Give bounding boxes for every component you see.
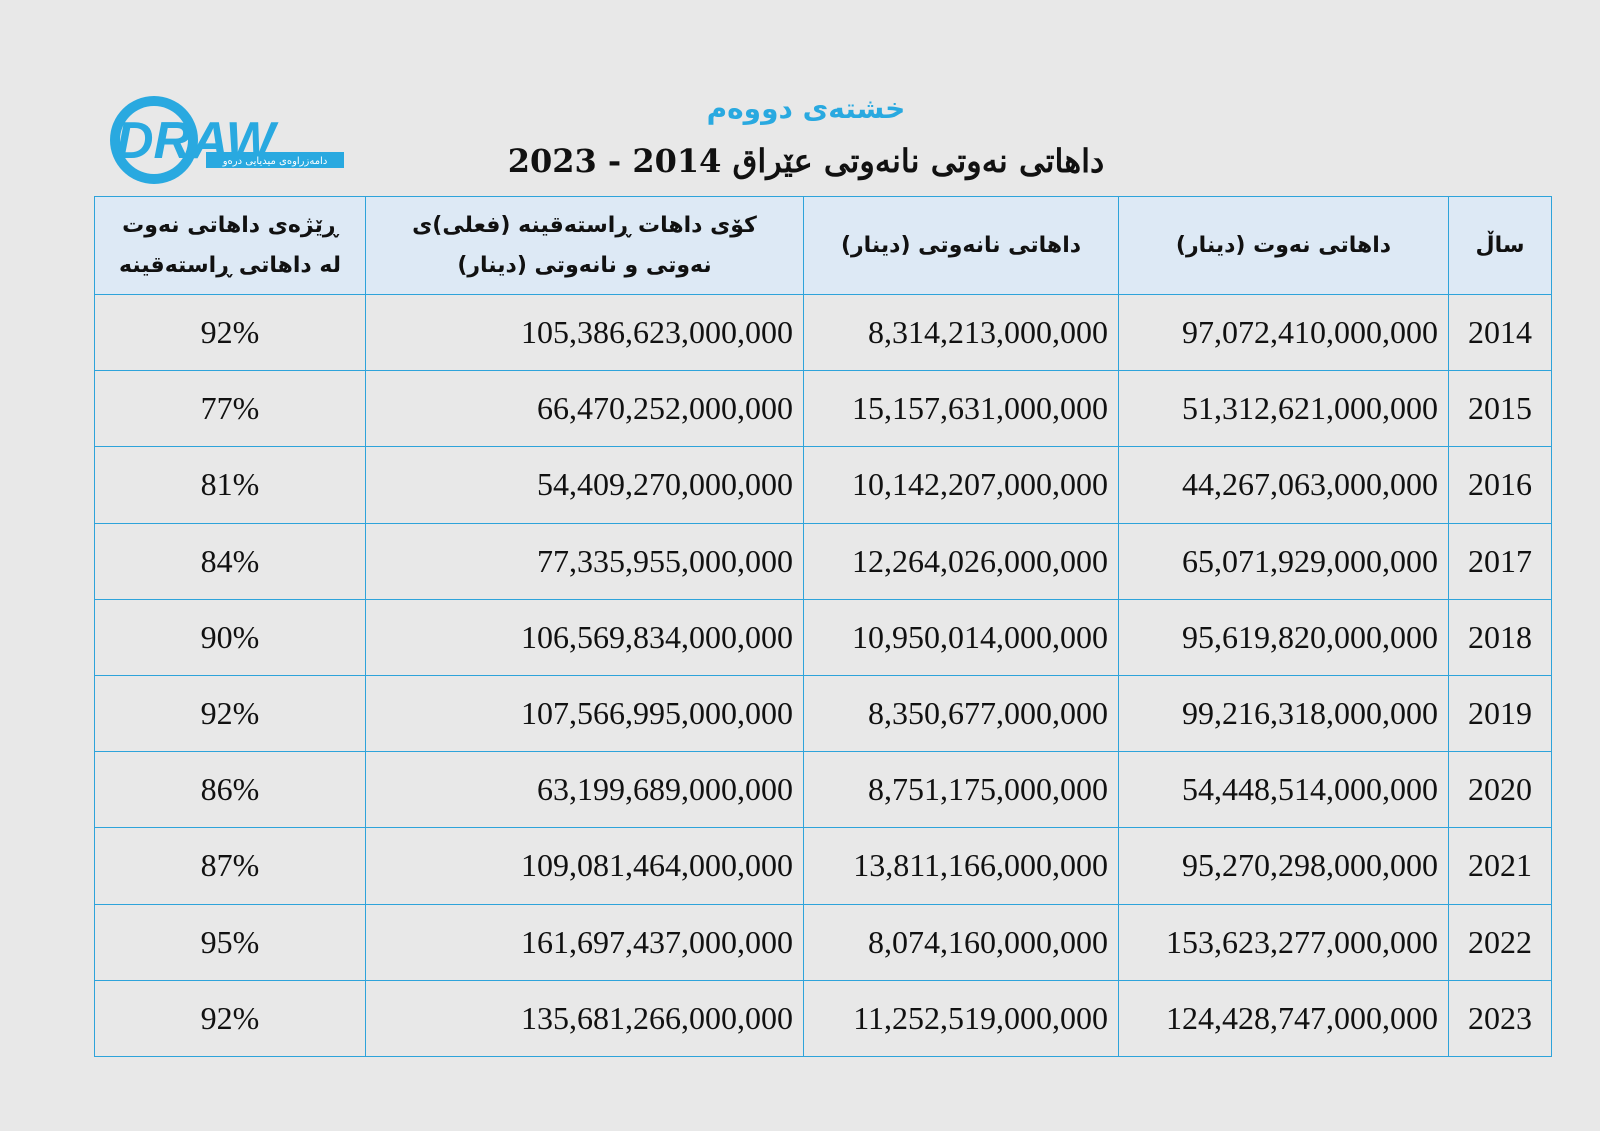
column-header: داهاتی نانەوتی (دینار) <box>803 196 1119 295</box>
table-cell: 124,428,747,000,000 <box>1118 979 1449 1057</box>
table-row: 2021 95,270,298,000,000 13,811,166,000,000… <box>94 827 1552 905</box>
table-cell: 109,081,464,000,000 <box>365 827 804 905</box>
header-line: کۆی داهات ڕاستەقینە (فعلی)ی <box>412 212 757 238</box>
table-cell: 153,623,277,000,000 <box>1118 903 1449 981</box>
title: داهاتی نەوتی نانەوتی عێراق 2014 - 2023 <box>507 142 1105 180</box>
table-cell: 63,199,689,000,000 <box>365 751 804 829</box>
table-cell: 10,950,014,000,000 <box>803 598 1119 676</box>
header-line: نەوتی و نانەوتی (دینار) <box>457 252 712 278</box>
table-cell: 12,264,026,000,000 <box>803 522 1119 600</box>
header-line: داهاتی نەوت (دینار) <box>1175 232 1392 258</box>
table-cell: 77,335,955,000,000 <box>365 522 804 600</box>
table-cell: 92% <box>94 979 366 1057</box>
table-cell: 86% <box>94 751 366 829</box>
table-cell: 99,216,318,000,000 <box>1118 674 1449 753</box>
table-cell: 2023 <box>1448 979 1552 1057</box>
table-cell: 135,681,266,000,000 <box>365 979 804 1057</box>
table-cell: 10,142,207,000,000 <box>803 446 1119 524</box>
column-header: کۆی داهات ڕاستەقینە (فعلی)ی نەوتی و نانەو… <box>365 196 804 295</box>
header-row: ساڵ داهاتی نەوت (دینار) داهاتی نانەوتی (دی… <box>94 196 1552 295</box>
table-cell: 95% <box>94 903 366 981</box>
table-row: 2014 97,072,410,000,000 8,314,213,000,000 1… <box>94 293 1552 372</box>
table-cell: 87% <box>94 827 366 905</box>
table-cell: 44,267,063,000,000 <box>1118 446 1449 524</box>
table-row: 2020 54,448,514,000,000 8,751,175,000,000 6… <box>94 751 1552 829</box>
table-cell: 2017 <box>1448 522 1552 600</box>
subtitle: خشتەی دووەم <box>706 92 906 125</box>
table-cell: 2016 <box>1448 446 1552 524</box>
table-cell: 2019 <box>1448 674 1552 753</box>
table-cell: 13,811,166,000,000 <box>803 827 1119 905</box>
table-cell: 81% <box>94 446 366 524</box>
table-row: 2022 153,623,277,000,000 8,074,160,000,000… <box>94 903 1552 981</box>
column-header: ڕێژەی داهاتی نەوت لە داهاتی ڕاستەقینە <box>94 196 366 295</box>
logo-ring <box>120 106 188 174</box>
logo: DRAW دامەزراوەی میدیایی درەو <box>110 96 344 184</box>
table-cell: 2018 <box>1448 598 1552 676</box>
logo-tagline: دامەزراوەی میدیایی درەو <box>222 156 328 167</box>
table-row: 2018 95,619,820,000,000 10,950,014,000,000… <box>94 598 1552 676</box>
table-cell: 65,071,929,000,000 <box>1118 522 1449 600</box>
table-cell: 2022 <box>1448 903 1552 981</box>
table-cell: 8,074,160,000,000 <box>803 903 1119 981</box>
table-cell: 54,448,514,000,000 <box>1118 751 1449 829</box>
table-cell: 105,386,623,000,000 <box>365 293 804 372</box>
column-header: داهاتی نەوت (دینار) <box>1118 196 1449 295</box>
table-cell: 66,470,252,000,000 <box>365 370 804 448</box>
table-cell: 90% <box>94 598 366 676</box>
table-cell: 106,569,834,000,000 <box>365 598 804 676</box>
table-cell: 15,157,631,000,000 <box>803 370 1119 448</box>
header-line: ڕێژەی داهاتی نەوت <box>122 212 338 238</box>
table-cell: 8,350,677,000,000 <box>803 674 1119 753</box>
table-cell: 51,312,621,000,000 <box>1118 370 1449 448</box>
table-body: 2014 97,072,410,000,000 8,314,213,000,000 1… <box>94 293 1552 1057</box>
logo-bar <box>206 152 344 168</box>
table-cell: 161,697,437,000,000 <box>365 903 804 981</box>
header-line: لە داهاتی ڕاستەقینە <box>119 252 341 278</box>
table-row: 2023 124,428,747,000,000 11,252,519,000,00… <box>94 979 1552 1057</box>
table-cell: 2014 <box>1448 293 1552 372</box>
table-cell: 8,314,213,000,000 <box>803 293 1119 372</box>
table-row: 2015 51,312,621,000,000 15,157,631,000,000… <box>94 370 1552 448</box>
table-cell: 2021 <box>1448 827 1552 905</box>
table-cell: 11,252,519,000,000 <box>803 979 1119 1057</box>
table-cell: 2015 <box>1448 370 1552 448</box>
table-cell: 97,072,410,000,000 <box>1118 293 1449 372</box>
column-header: ساڵ <box>1448 196 1552 295</box>
table-cell: 54,409,270,000,000 <box>365 446 804 524</box>
table-cell: 107,566,995,000,000 <box>365 674 804 753</box>
table-row: 2016 44,267,063,000,000 10,142,207,000,000… <box>94 446 1552 524</box>
header-line: ساڵ <box>1475 232 1525 258</box>
table-cell: 95,270,298,000,000 <box>1118 827 1449 905</box>
table-cell: 92% <box>94 674 366 753</box>
table-cell: 2020 <box>1448 751 1552 829</box>
table: ساڵ داهاتی نەوت (دینار) داهاتی نانەوتی (دی… <box>94 196 1552 1057</box>
table-cell: 84% <box>94 522 366 600</box>
header-line: داهاتی نانەوتی (دینار) <box>840 232 1082 258</box>
table-cell: 8,751,175,000,000 <box>803 751 1119 829</box>
table-row: 2017 65,071,929,000,000 12,264,026,000,000… <box>94 522 1552 600</box>
table-cell: 95,619,820,000,000 <box>1118 598 1449 676</box>
table-cell: 92% <box>94 293 366 372</box>
table-cell: 77% <box>94 370 366 448</box>
table-row: 2019 99,216,318,000,000 8,350,677,000,000 1… <box>94 674 1552 753</box>
